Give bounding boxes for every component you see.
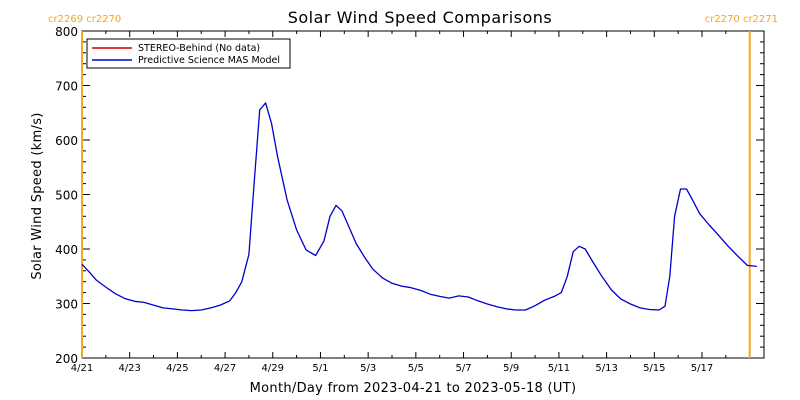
y-tick-label: 500 bbox=[55, 189, 78, 203]
x-tick-label: 5/1 bbox=[312, 363, 328, 374]
x-tick-label: 5/9 bbox=[503, 363, 519, 374]
x-tick-label: 5/5 bbox=[408, 363, 424, 374]
x-tick-label: 4/27 bbox=[214, 363, 236, 374]
x-axis-title: Month/Day from 2023-04-21 to 2023-05-18 … bbox=[250, 381, 577, 396]
x-axis-ticks: 4/21 4/23 4/25 4/27 4/29 5/1 5/3 5/5 5/7 5/9 5/11 5… bbox=[71, 31, 727, 374]
legend-label-stereo: STEREO-Behind (No data) bbox=[138, 43, 260, 54]
series-layer bbox=[81, 102, 757, 312]
legend: STEREO-Behind (No data) Predictive Scien… bbox=[86, 38, 291, 69]
x-tick-label: 5/17 bbox=[691, 363, 713, 374]
y-axis-ticks: 200 300 400 500 600 700 800 bbox=[55, 25, 764, 366]
x-tick-label: 4/25 bbox=[166, 363, 188, 374]
x-tick-label: 5/11 bbox=[548, 363, 570, 374]
legend-label-mas-model: Predictive Science MAS Model bbox=[138, 55, 280, 66]
y-axis-title: Solar Wind Speed (km/s) bbox=[30, 112, 45, 279]
x-tick-label: 5/15 bbox=[643, 363, 665, 374]
y-tick-label: 700 bbox=[55, 80, 78, 94]
x-tick-label: 5/3 bbox=[360, 363, 376, 374]
y-tick-label: 800 bbox=[55, 25, 78, 39]
x-tick-label: 5/7 bbox=[455, 363, 471, 374]
chart-title: Solar Wind Speed Comparisons bbox=[288, 8, 553, 27]
cr-label-left: cr2269 cr2270 bbox=[48, 14, 121, 25]
x-tick-label: 4/29 bbox=[262, 363, 284, 374]
series-line-1 bbox=[81, 102, 757, 312]
legend-box bbox=[86, 38, 291, 69]
y-tick-label: 200 bbox=[55, 352, 78, 366]
carrington-markers bbox=[81, 31, 751, 358]
cr-label-right: cr2270 cr2271 bbox=[705, 14, 778, 25]
y-tick-label: 600 bbox=[55, 134, 78, 148]
x-tick-label: 5/13 bbox=[595, 363, 617, 374]
x-tick-label: 4/23 bbox=[118, 363, 140, 374]
x-tick-label: 4/21 bbox=[71, 363, 93, 374]
y-tick-label: 400 bbox=[55, 243, 78, 257]
y-tick-label: 300 bbox=[55, 298, 78, 312]
